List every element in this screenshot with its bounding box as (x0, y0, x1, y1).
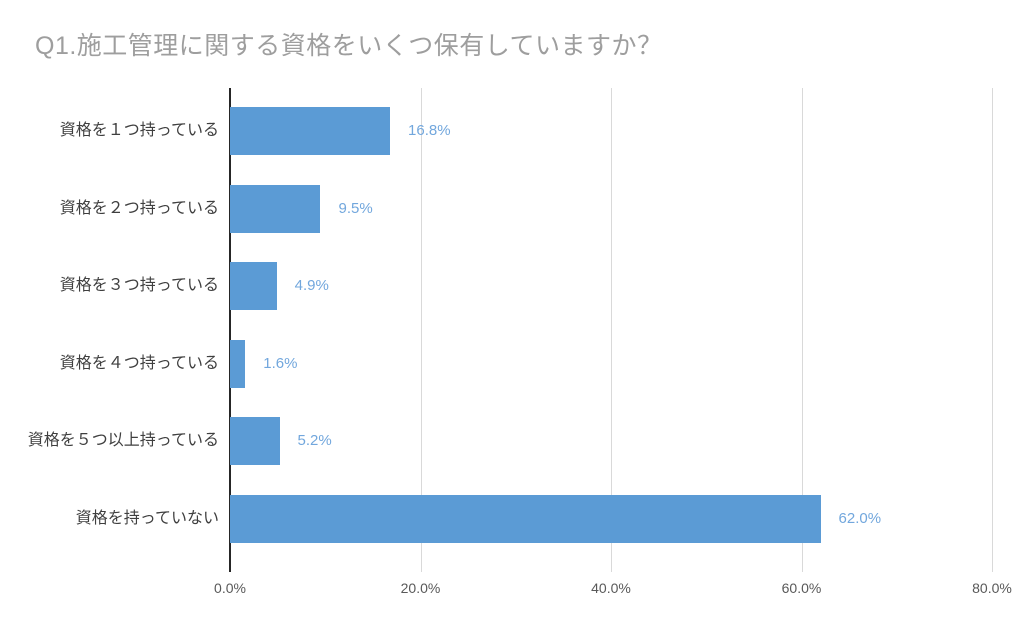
category-label: 資格を２つ持っている (59, 199, 219, 217)
value-label: 62.0% (838, 510, 882, 527)
chart-title: Q1.施工管理に関する資格をいくつ保有していますか？ (35, 32, 663, 60)
value-label: 1.6% (263, 354, 298, 372)
bar (230, 184, 321, 233)
gridline (611, 88, 612, 572)
bar (230, 417, 280, 466)
category-label: 資格を３つ持っている (59, 277, 219, 295)
value-label: 5.2% (297, 432, 332, 450)
value-label: 16.8% (408, 122, 451, 139)
x-tick-label: 0.0% (214, 580, 246, 596)
category-axis: 資格を１つ持っている 資格を２つ持っている 資格を３つ持っている 資格を４つ持っている… (0, 88, 224, 572)
plot-area: 0.0% 20.0% 40.0% 60.0% 80.0% 16.8% 9.5% 4.9% 1.6… (214, 88, 1012, 596)
gridline (992, 88, 993, 572)
x-tick-label: 80.0% (972, 580, 1012, 596)
value-label: 4.9% (294, 277, 329, 295)
bar (230, 107, 391, 155)
bar (230, 262, 277, 311)
gridline (420, 88, 422, 572)
category-label: 資格を４つ持っている (59, 354, 219, 372)
bar (230, 339, 246, 388)
gridline (801, 88, 803, 572)
bar (230, 495, 821, 543)
x-tick-label: 40.0% (591, 580, 631, 596)
y-axis-line (229, 88, 231, 572)
category-label: 資格を５つ以上持っている (27, 432, 219, 450)
category-label: 資格を持っていない (75, 510, 219, 527)
x-tick-label: 20.0% (400, 580, 441, 596)
value-label: 9.5% (338, 199, 373, 217)
x-tick-label: 60.0% (781, 580, 822, 596)
category-label: 資格を１つ持っている (59, 122, 219, 139)
